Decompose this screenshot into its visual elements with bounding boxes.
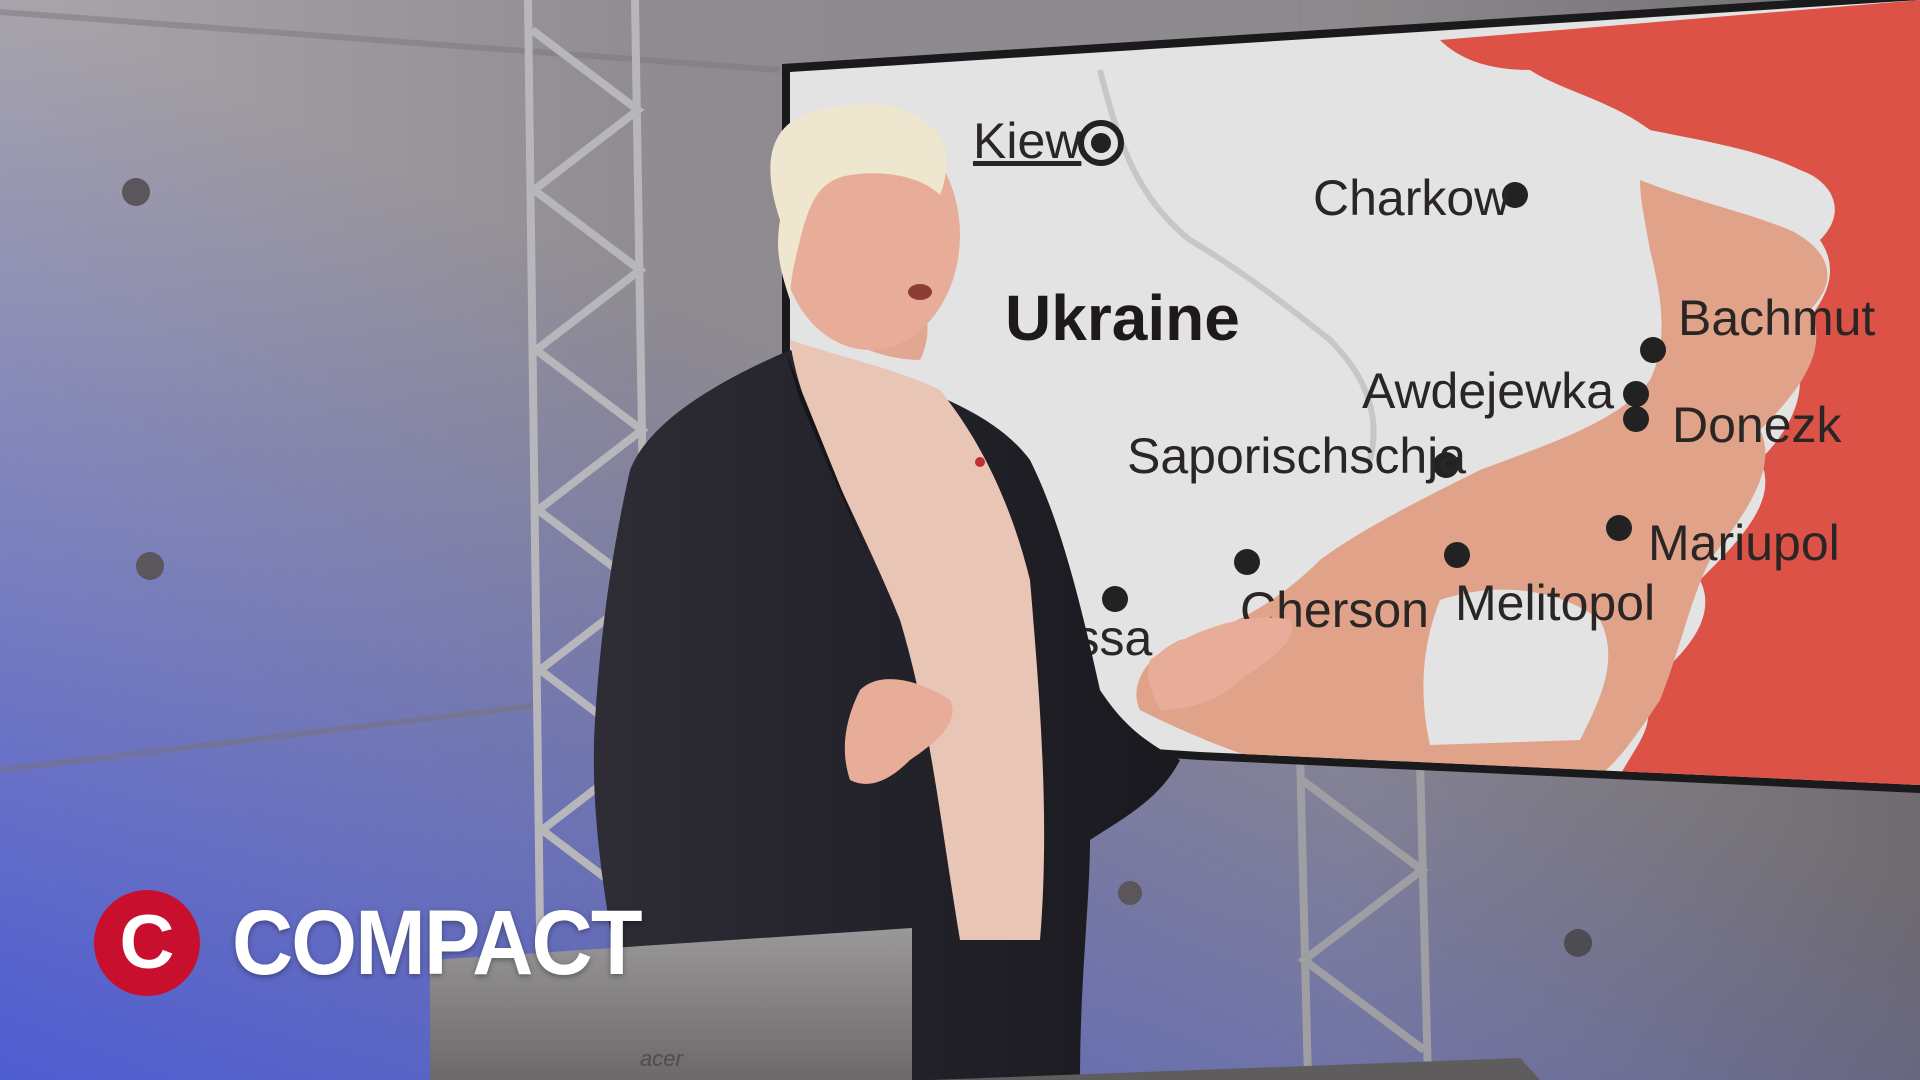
kiew-marker <box>1091 133 1111 153</box>
donezk-marker <box>1623 406 1649 432</box>
mariupol-label: Mariupol <box>1648 515 1840 571</box>
charkow-label: Charkow <box>1313 170 1511 226</box>
logo-text: COMPACT <box>232 892 643 994</box>
cherson-marker <box>1234 549 1260 575</box>
laptop: acer <box>430 928 912 1080</box>
melitopol-marker <box>1444 542 1470 568</box>
awdejewka-label: Awdejewka <box>1362 363 1614 419</box>
presenter <box>593 103 1292 1080</box>
desk-edge <box>930 1058 1540 1080</box>
russia-region <box>1440 0 1920 785</box>
bachmut-label: Bachmut <box>1678 290 1875 346</box>
donezk-label: Donezk <box>1672 397 1843 453</box>
laptop-lid <box>430 928 912 1080</box>
channel-logo: C COMPACT <box>92 888 676 998</box>
crimea-region <box>1235 614 1429 760</box>
awdejewka-marker <box>1623 381 1649 407</box>
melitopol-label: Melitopol <box>1455 575 1655 631</box>
bachmut-marker <box>1640 337 1666 363</box>
country-label: Ukraine <box>1005 282 1240 354</box>
mariupol-marker <box>1606 515 1632 541</box>
laptop-brand: acer <box>640 1046 684 1071</box>
charkow-marker <box>1502 182 1528 208</box>
presenter-hair <box>770 103 947 300</box>
compact-logo-icon: C <box>94 890 200 996</box>
saporischschja-marker <box>1433 452 1459 478</box>
presenter-lapel <box>785 350 870 560</box>
odessa-marker <box>1102 586 1128 612</box>
kiew-label: Kiew <box>973 113 1082 169</box>
presenter-left-hand <box>844 679 953 784</box>
lapel-mic <box>975 457 985 467</box>
presenter-right-hand <box>1148 617 1292 710</box>
presenter-mouth <box>908 284 932 300</box>
saporischschja-label: Saporischschja <box>1127 428 1466 484</box>
azov-sea <box>1423 589 1609 745</box>
svg-text:C: C <box>120 900 175 985</box>
truss-right <box>1296 751 1432 1080</box>
presenter-shirt <box>790 340 1045 940</box>
kiew-marker-ring <box>1078 120 1124 166</box>
river-dnepr <box>1097 69 1377 461</box>
